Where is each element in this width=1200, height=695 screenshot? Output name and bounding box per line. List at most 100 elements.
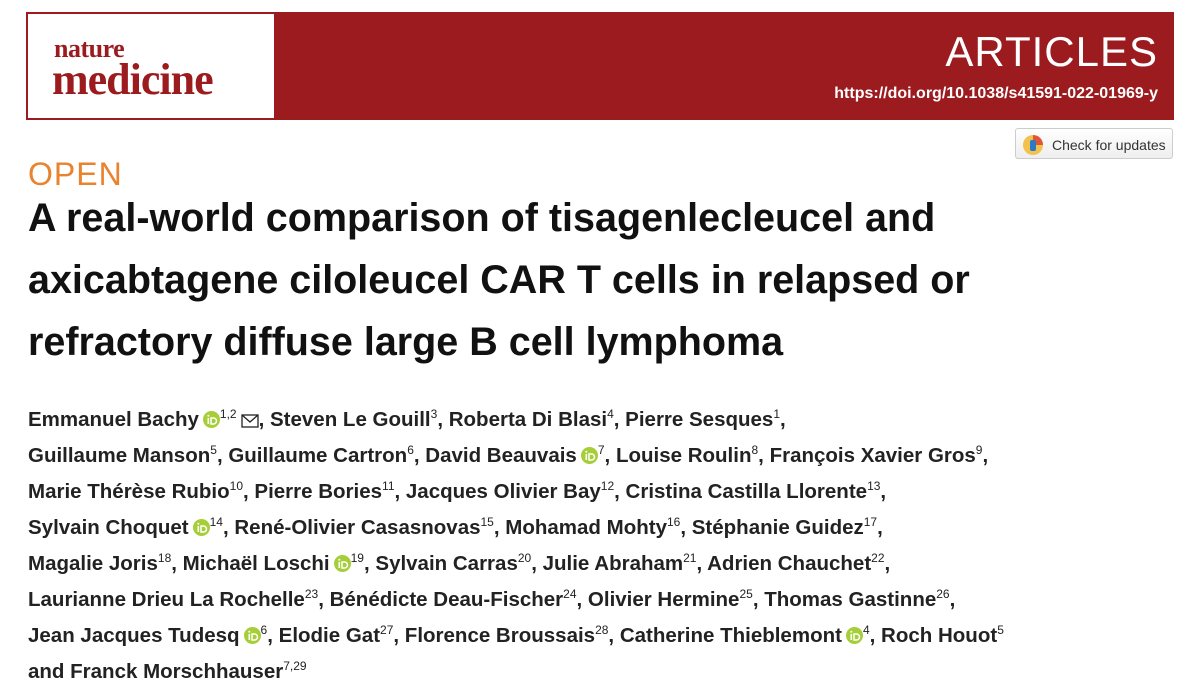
affiliation: 27 <box>380 623 394 637</box>
author[interactable]: Adrien Chauchet22, <box>707 552 890 575</box>
orcid-icon[interactable] <box>580 447 598 464</box>
author-line: Jean Jacques Tudesq 6, Elodie Gat27, Flor… <box>28 618 1004 654</box>
separator: , <box>604 444 611 467</box>
separator: , <box>216 444 223 467</box>
separator: , <box>576 588 583 611</box>
author-connector: and <box>28 660 65 683</box>
orcid-icon[interactable] <box>243 627 261 644</box>
author[interactable]: Olivier Hermine25, <box>588 588 759 611</box>
author-name: Stéphanie Guidez <box>691 516 864 539</box>
affiliation: 21 <box>683 551 697 565</box>
author[interactable]: Roberta Di Blasi4, <box>449 408 620 431</box>
affiliation: 16 <box>666 515 681 529</box>
orcid-icon[interactable] <box>845 627 863 644</box>
author-name: Roch Houot <box>881 624 998 647</box>
orcid-icon[interactable] <box>192 519 210 536</box>
author[interactable]: Sylvain Carras20, <box>375 552 537 575</box>
affiliation: 28 <box>595 623 609 637</box>
separator: , <box>982 444 989 467</box>
author[interactable]: Guillaume Manson5, <box>28 444 223 467</box>
author[interactable]: Bénédicte Deau-Fischer24, <box>330 588 583 611</box>
separator: , <box>869 624 876 647</box>
author[interactable]: Roch Houot5 <box>881 624 1004 647</box>
author[interactable]: Thomas Gastinne26, <box>764 588 955 611</box>
affiliation: 19 <box>350 551 364 565</box>
author-name: François Xavier Gros <box>769 444 976 467</box>
author-line: Laurianne Drieu La Rochelle23, Bénédicte… <box>28 582 1004 618</box>
separator: , <box>531 552 537 575</box>
update-icon <box>1023 135 1043 155</box>
author[interactable]: Guillaume Cartron6, <box>228 444 419 467</box>
author[interactable]: Magalie Joris18, <box>28 552 177 575</box>
title-line: A real-world comparison of tisagenlecleu… <box>28 196 936 240</box>
author[interactable]: David Beauvais 7, <box>425 444 610 467</box>
author[interactable]: Stéphanie Guidez17, <box>692 516 883 539</box>
author[interactable]: François Xavier Gros9, <box>770 444 989 467</box>
affiliation: 4 <box>862 623 870 637</box>
separator: , <box>493 516 500 539</box>
doi-link[interactable]: https://doi.org/10.1038/s41591-022-01969… <box>834 85 1158 102</box>
author-name: Laurianne Drieu La Rochelle <box>28 588 305 611</box>
check-updates-label: Check for updates <box>1052 137 1166 153</box>
affiliation: 8 <box>751 443 759 457</box>
author[interactable]: Julie Abraham21, <box>543 552 703 575</box>
orcid-icon[interactable] <box>333 555 351 572</box>
author-name: Julie Abraham <box>542 552 684 575</box>
author-name: Guillaume Manson <box>28 444 211 467</box>
affiliation: 22 <box>871 551 885 565</box>
separator: , <box>877 516 883 539</box>
affiliation: 13 <box>867 479 881 493</box>
author[interactable]: Florence Broussais28, <box>405 624 614 647</box>
affiliation: 17 <box>863 515 878 529</box>
journal-logo[interactable]: nature medicine <box>28 14 274 118</box>
email-icon[interactable] <box>240 414 259 428</box>
author[interactable]: Catherine Thieblemont 4, <box>620 624 876 647</box>
separator: , <box>394 480 401 503</box>
author[interactable]: Cristina Castilla Llorente13, <box>626 480 887 503</box>
author[interactable]: Jean Jacques Tudesq 6, <box>28 624 273 647</box>
affiliation: 15 <box>480 515 494 529</box>
author[interactable]: Emmanuel Bachy 1,2, <box>28 408 264 431</box>
author-name: Florence Broussais <box>404 624 596 647</box>
author[interactable]: Michaël Loschi 19, <box>183 552 370 575</box>
orcid-icon[interactable] <box>202 411 220 428</box>
author-name: Guillaume Cartron <box>228 444 408 467</box>
affiliation: 10 <box>229 479 243 493</box>
access-label: OPEN <box>28 156 123 192</box>
author[interactable]: and Franck Morschhauser7,29 <box>28 660 307 683</box>
affiliation: 9 <box>975 443 983 457</box>
affiliation: 20 <box>517 551 532 565</box>
article-title: A real-world comparison of tisagenlecleu… <box>28 187 970 373</box>
affiliation: 3 <box>430 407 438 421</box>
author-name: Michaël Loschi <box>182 552 330 575</box>
author[interactable]: Pierre Bories11, <box>254 480 400 503</box>
separator: , <box>437 408 444 431</box>
author[interactable]: Jacques Olivier Bay12, <box>406 480 620 503</box>
author[interactable]: Louise Roulin8, <box>616 444 764 467</box>
separator: , <box>258 408 265 431</box>
separator: , <box>613 408 620 431</box>
author-name: Jacques Olivier Bay <box>405 480 601 503</box>
title-line: refractory diffuse large B cell lymphoma <box>28 320 784 364</box>
author-line: Sylvain Choquet 14, René-Olivier Casasnov… <box>28 510 1004 546</box>
author-name: Magalie Joris <box>28 552 158 575</box>
author[interactable]: Laurianne Drieu La Rochelle23, <box>28 588 324 611</box>
author-name: Pierre Bories <box>254 480 383 503</box>
separator: , <box>608 624 615 647</box>
author[interactable]: Elodie Gat27, <box>279 624 399 647</box>
separator: , <box>318 588 324 611</box>
author-name: Roberta Di Blasi <box>448 408 608 431</box>
author[interactable]: Marie Thérèse Rubio10, <box>28 480 249 503</box>
author[interactable]: René-Olivier Casasnovas15, <box>234 516 499 539</box>
author[interactable]: Steven Le Gouill3, <box>270 408 443 431</box>
separator: , <box>243 480 249 503</box>
author[interactable]: Mohamad Mohty16, <box>505 516 686 539</box>
author-line: and Franck Morschhauser7,29 <box>28 654 1004 690</box>
author[interactable]: Pierre Sesques1, <box>625 408 786 431</box>
separator: , <box>363 552 370 575</box>
affiliation: 24 <box>563 587 577 601</box>
author[interactable]: Sylvain Choquet 14, <box>28 516 229 539</box>
separator: , <box>880 480 887 503</box>
check-updates-button[interactable]: Check for updates <box>1015 128 1173 159</box>
